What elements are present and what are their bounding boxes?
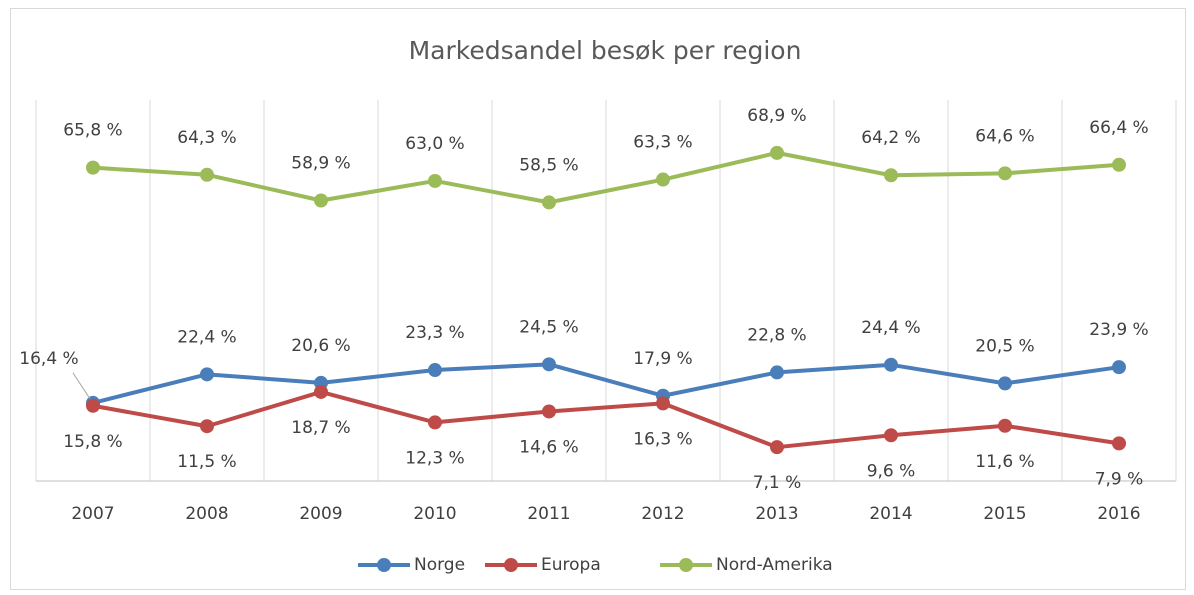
data-label: 7,9 %	[1095, 469, 1144, 489]
data-label: 11,6 %	[975, 452, 1034, 472]
legend-label: Nord-Amerika	[716, 555, 833, 575]
point	[542, 195, 556, 210]
data-label: 23,3 %	[405, 323, 464, 343]
data-label: 24,4 %	[861, 318, 920, 338]
data-label: 16,4 %	[19, 349, 78, 369]
point	[200, 167, 214, 182]
x-tick-label: 2008	[185, 504, 228, 524]
point	[86, 398, 100, 413]
data-label: 18,7 %	[291, 418, 350, 438]
point	[884, 428, 898, 443]
data-label: 9,6 %	[867, 461, 916, 481]
data-label: 68,9 %	[747, 106, 806, 126]
series-line	[92, 150, 1120, 205]
data-label: 12,3 %	[405, 448, 464, 468]
series-line	[92, 389, 1120, 450]
x-tick-label: 2015	[983, 504, 1026, 524]
x-tick-label: 2010	[413, 504, 456, 524]
point	[542, 404, 556, 419]
x-tick-label: 2013	[755, 504, 798, 524]
point	[314, 384, 328, 399]
point	[998, 418, 1012, 433]
point	[200, 419, 214, 434]
data-label: 24,5 %	[519, 317, 578, 337]
point	[656, 172, 670, 187]
data-label: 63,3 %	[633, 133, 692, 153]
data-label: 63,0 %	[405, 134, 464, 154]
point	[770, 365, 784, 380]
data-label: 65,8 %	[63, 121, 122, 141]
data-label: 20,5 %	[975, 336, 1034, 356]
x-tick-label: 2009	[299, 504, 342, 524]
series-line	[92, 362, 1120, 405]
data-label: 66,4 %	[1089, 118, 1148, 138]
data-label: 64,6 %	[975, 126, 1034, 146]
legend-label: Europa	[541, 555, 601, 575]
data-label: 58,5 %	[519, 155, 578, 175]
point	[998, 376, 1012, 391]
x-tick-label: 2011	[527, 504, 570, 524]
point	[884, 168, 898, 183]
legend-marker	[377, 558, 391, 572]
point	[428, 415, 442, 430]
chart-frame	[10, 8, 1186, 590]
point	[86, 160, 100, 175]
data-label: 64,2 %	[861, 128, 920, 148]
point	[314, 193, 328, 208]
point	[770, 440, 784, 455]
point	[428, 173, 442, 188]
point	[200, 367, 214, 382]
data-label: 23,9 %	[1089, 320, 1148, 340]
point	[998, 166, 1012, 181]
legend-label: Norge	[414, 555, 465, 575]
x-tick-label: 2014	[869, 504, 912, 524]
point	[884, 357, 898, 372]
data-label: 22,8 %	[747, 325, 806, 345]
data-label: 15,8 %	[63, 432, 122, 452]
point	[428, 363, 442, 378]
x-tick-label: 2016	[1097, 504, 1140, 524]
point	[1112, 436, 1126, 451]
point	[1112, 360, 1126, 375]
data-label: 20,6 %	[291, 336, 350, 356]
data-label: 58,9 %	[291, 153, 350, 173]
x-tick-label: 2007	[71, 504, 114, 524]
leader-line	[72, 372, 91, 400]
point	[1112, 157, 1126, 172]
point	[656, 396, 670, 411]
point	[542, 357, 556, 372]
data-label: 14,6 %	[519, 437, 578, 457]
data-label: 64,3 %	[177, 128, 236, 148]
legend-marker	[504, 558, 518, 572]
data-label: 7,1 %	[753, 473, 802, 493]
point	[770, 145, 784, 160]
data-label: 17,9 %	[633, 349, 692, 369]
data-label: 16,3 %	[633, 429, 692, 449]
legend-marker	[679, 558, 693, 572]
data-label: 22,4 %	[177, 327, 236, 347]
x-tick-label: 2012	[641, 504, 684, 524]
data-label: 11,5 %	[177, 452, 236, 472]
chart-title: Markedsandel besøk per region	[409, 36, 802, 65]
